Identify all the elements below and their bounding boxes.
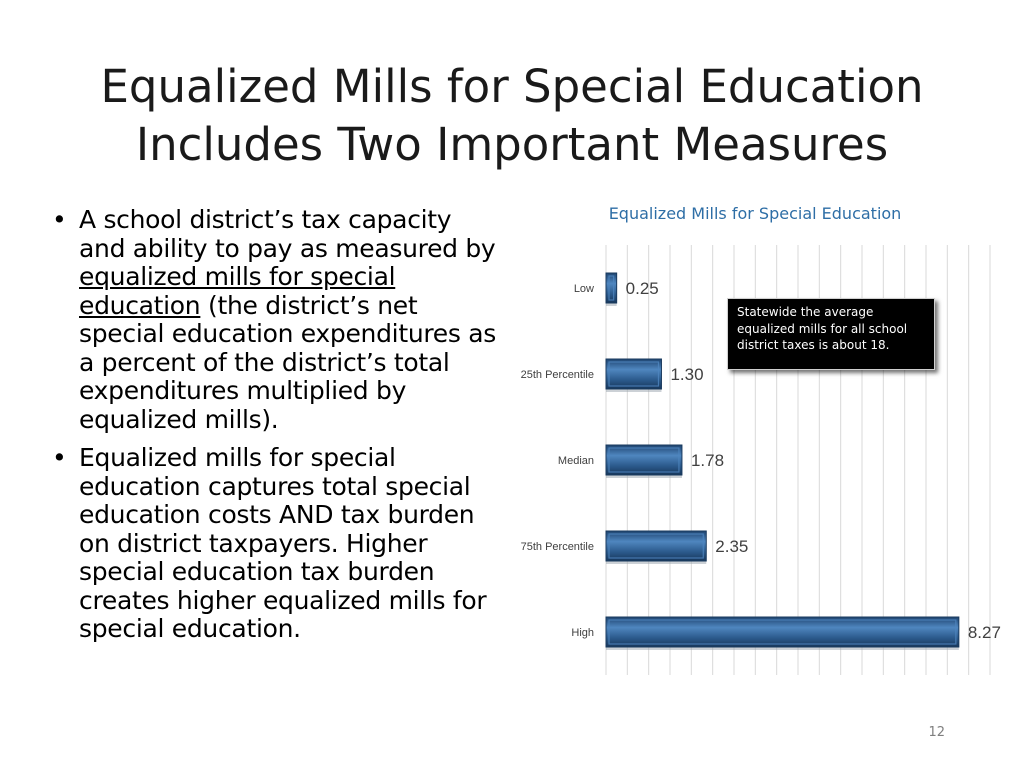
- bullet-2-text: Equalized mills for special education ca…: [79, 443, 487, 643]
- bar: [605, 358, 662, 390]
- bar-bevel: [608, 275, 615, 301]
- chart-title: Equalized Mills for Special Education: [608, 204, 902, 223]
- bullet-item-2: • Equalized mills for special education …: [52, 443, 502, 644]
- bar: [605, 272, 618, 304]
- slide-title-line-2: Includes Two Important Measures: [135, 118, 889, 171]
- data-label: 0.25: [626, 279, 659, 298]
- bullet-1-text-start: A school district’s tax capacity and abi…: [79, 205, 496, 263]
- slide-title: Equalized Mills for Special Education In…: [40, 58, 984, 174]
- bullet-item-1: • A school district’s tax capacity and a…: [52, 205, 502, 434]
- bars: [605, 272, 960, 650]
- bar-chart: Low 0.25 25th Percentile 1.30 Median 1.78 75th…: [505, 195, 1015, 695]
- bullet-1-text-end: (the district’s net special education ex…: [79, 290, 496, 434]
- slide-number: 12: [928, 725, 945, 740]
- bar: [605, 530, 707, 562]
- bar-group: [605, 530, 707, 564]
- bar: [605, 444, 683, 476]
- category-label: High: [571, 627, 594, 639]
- data-label: 8.27: [968, 623, 1001, 642]
- category-label: 75th Percentile: [521, 541, 594, 553]
- slide-title-line-1: Equalized Mills for Special Education: [100, 60, 924, 113]
- bar-bevel: [608, 447, 680, 473]
- bullet-1-underlined-term: equalized mills for special education: [79, 262, 396, 320]
- bar-bevel: [608, 619, 957, 645]
- data-label: 1.78: [691, 451, 724, 470]
- data-label: 2.35: [715, 537, 748, 556]
- bullet-list: • A school district’s tax capacity and a…: [52, 205, 502, 654]
- bar-group: [605, 358, 662, 392]
- bar-group: [605, 272, 618, 306]
- bar-group: [605, 444, 683, 478]
- bar-chart-svg: Low 0.25 25th Percentile 1.30 Median 1.78 75th…: [521, 245, 1001, 675]
- bullet-dot: •: [52, 205, 67, 234]
- category-label: 25th Percentile: [521, 369, 594, 381]
- data-label: 1.30: [670, 365, 703, 384]
- bar-group: [605, 616, 960, 650]
- bullet-dot: •: [52, 443, 67, 472]
- bar-bevel: [608, 533, 704, 559]
- callout-note: Statewide the average equalized mills fo…: [727, 298, 935, 370]
- labels: Low 0.25 25th Percentile 1.30 Median 1.78 75th…: [521, 279, 1001, 642]
- bar-bevel: [608, 361, 660, 387]
- category-label: Median: [558, 455, 594, 467]
- bar: [605, 616, 960, 648]
- category-label: Low: [574, 283, 594, 295]
